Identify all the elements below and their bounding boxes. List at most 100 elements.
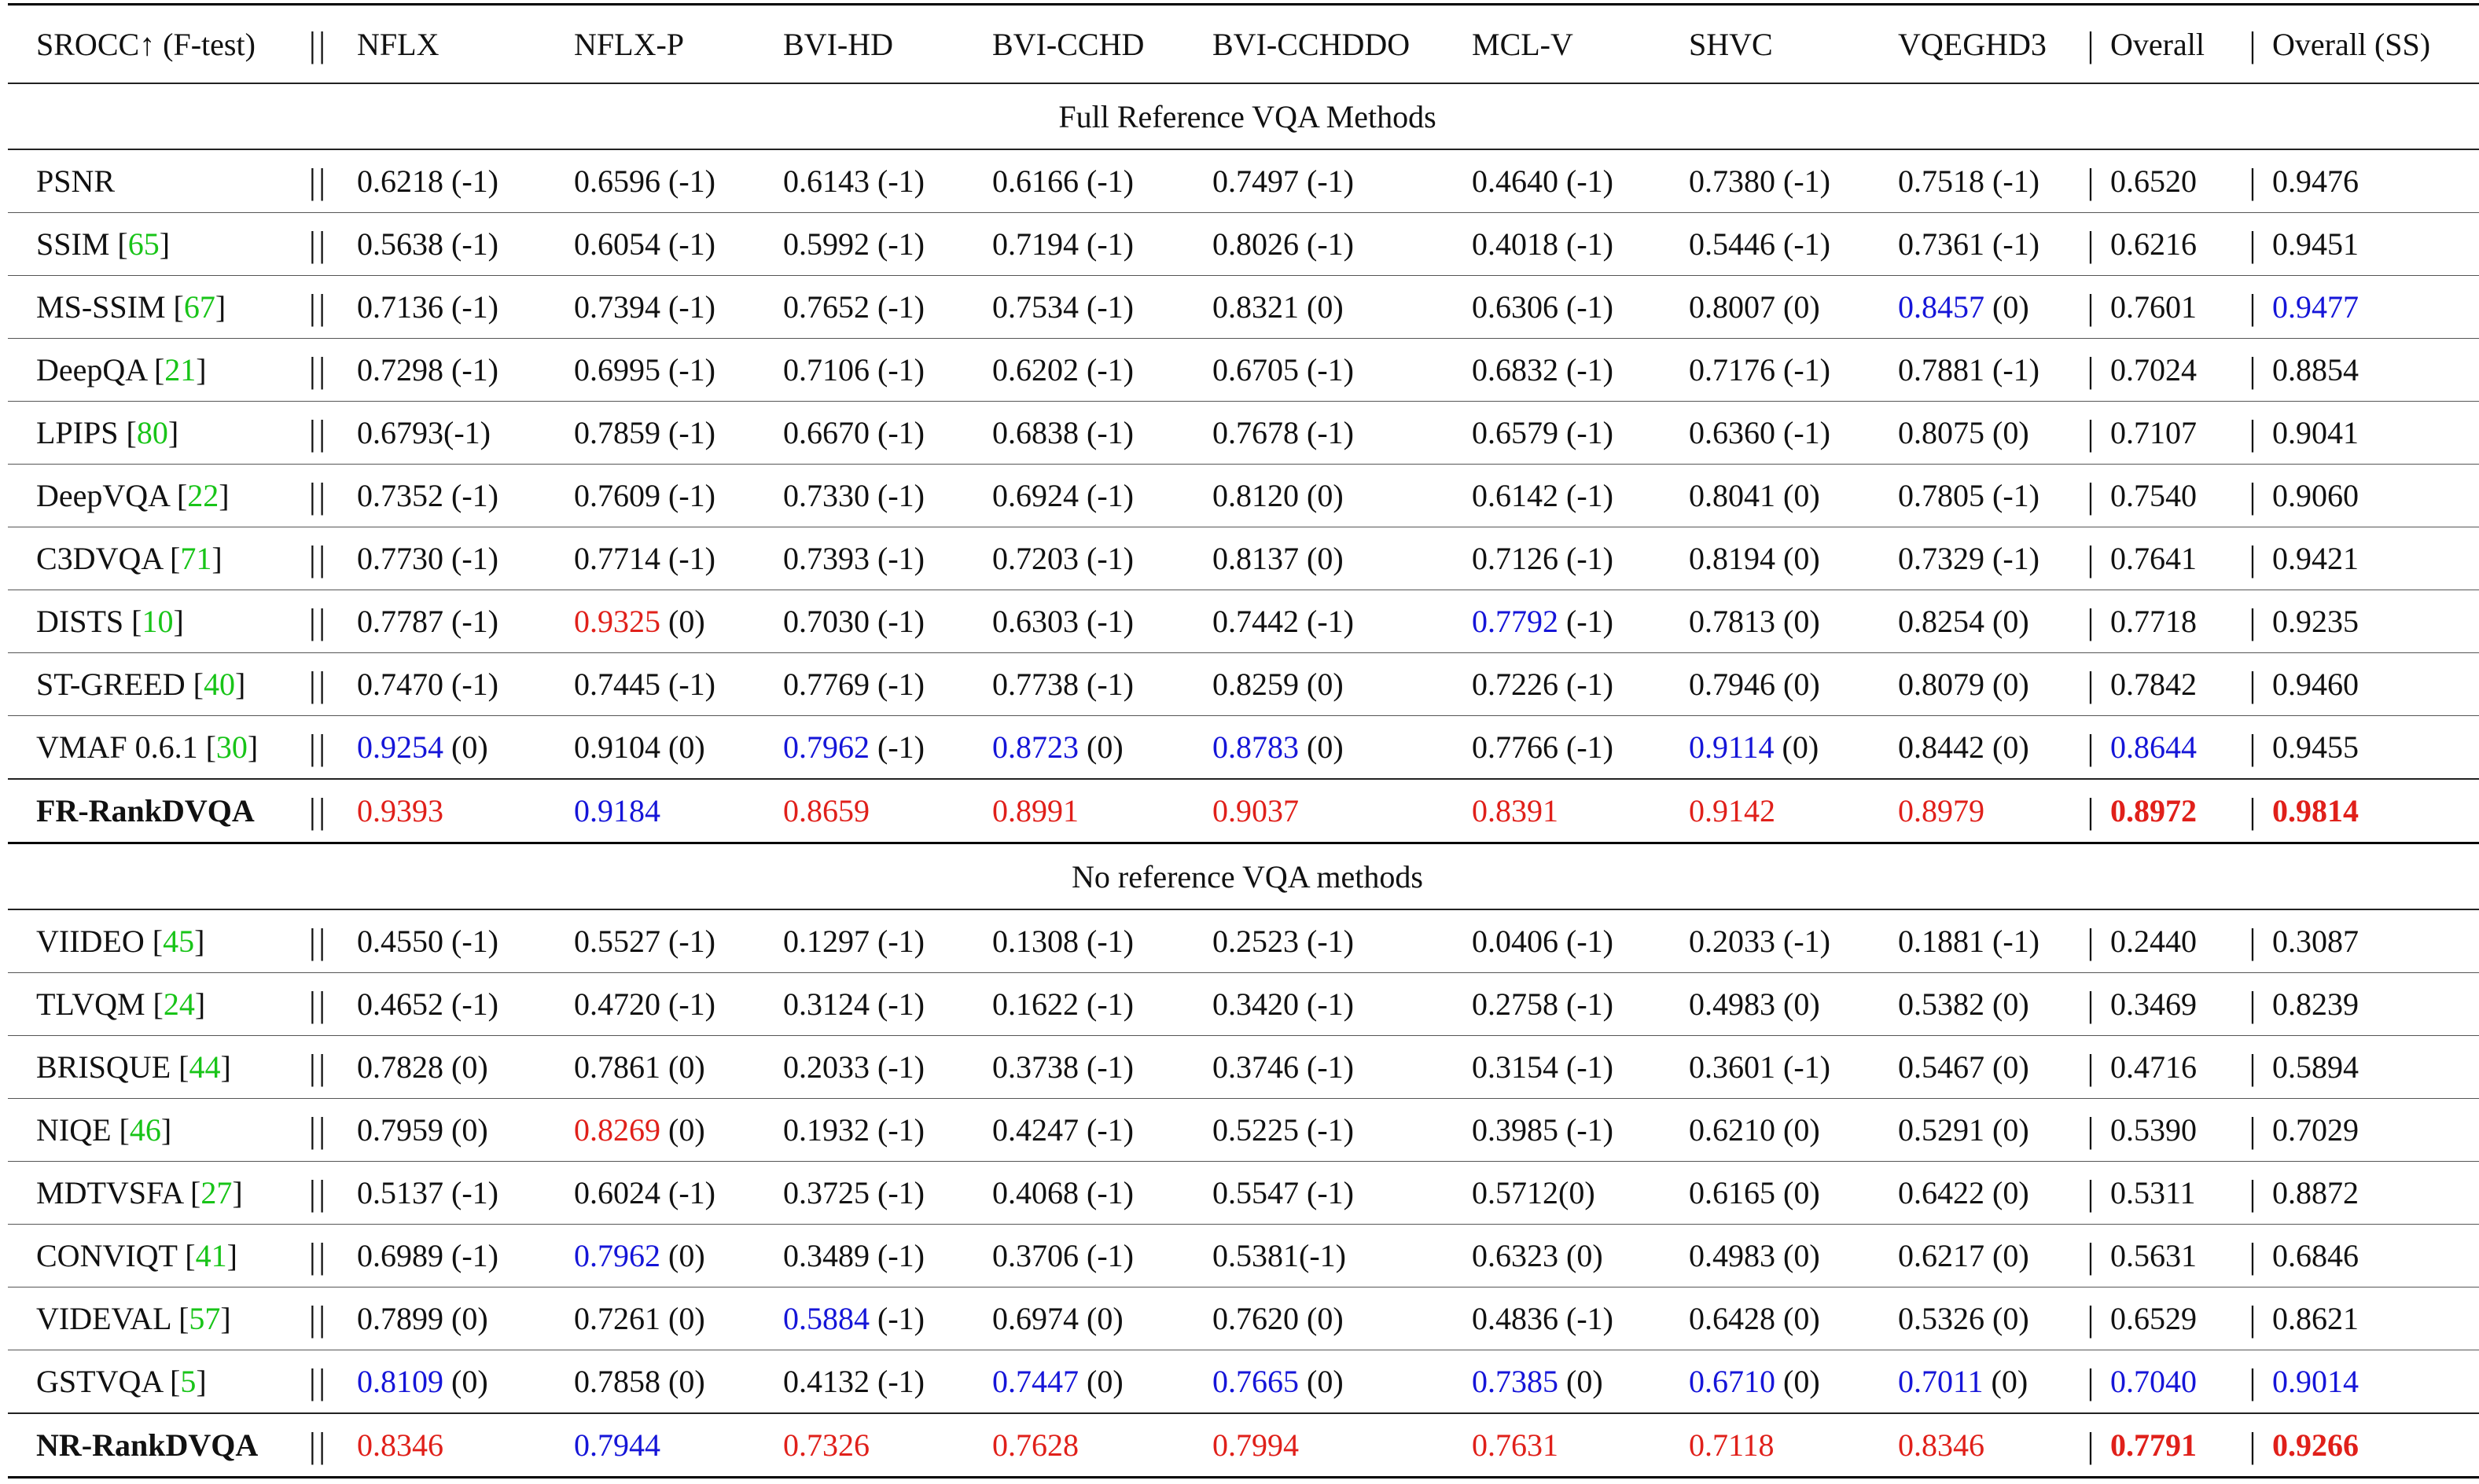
cell-value: 0.7194 [992,226,1079,262]
cell-value: 0.5638 [357,226,443,262]
cell-bvi-cchddo: 0.3746 (-1) [1186,1035,1453,1099]
cell-value: 0.7678 [1212,415,1299,450]
cell-vqeghd3: 0.8254 (0) [1871,590,2084,653]
cell-value: 0.9037 [1212,793,1299,828]
cell-value: 0.7470 [357,667,443,702]
cell-value: 0.1622 [992,986,1079,1022]
cell-nflx: 0.9393 [338,778,547,844]
cell-value: 0.8194 [1689,541,1775,576]
cell-mcl-v: 0.7792 (-1) [1453,590,1662,653]
f-test-result: (-1) [870,1112,925,1148]
cell-nflx: 0.7136 (-1) [338,275,547,339]
cell-bvi-cchd: 0.4068 (-1) [965,1161,1186,1225]
table-row: GSTVQA [5] || 0.8109 (0) 0.7858 (0) 0.4132 (… [8,1350,2479,1413]
cell-value: 0.7962 [574,1238,660,1273]
cell-value: 0.9235 [2272,604,2359,639]
cell-value: 0.6306 [1472,289,1558,325]
cell-mcl-v: 0.0406 (-1) [1453,909,1662,973]
single-bar: | [2245,1412,2260,1478]
cell-value: 0.6166 [992,163,1079,199]
cell-value: 0.5527 [574,924,660,959]
cell-value: 0.5390 [2110,1112,2197,1148]
cell-value: 0.9455 [2272,729,2359,765]
cell-value: 0.6579 [1472,415,1558,450]
cell-value: 0.7631 [1472,1427,1558,1463]
f-test-result: (0) [1984,1112,2029,1148]
cell-value: 0.7769 [783,667,870,702]
single-bar: | [2084,275,2098,339]
single-bar: | [2084,1224,2098,1287]
cell-value: 0.5992 [783,226,870,262]
cell-shvc: 0.9142 [1662,778,1871,844]
f-test-result: (0) [1299,729,1344,765]
cell-value: 0.8723 [992,729,1079,765]
cell-shvc: 0.7813 (0) [1662,590,1871,653]
header-mcl-v: MCL-V [1453,3,1662,83]
cell-value: 0.6596 [574,163,660,199]
cell-value: 0.8979 [1898,793,1984,828]
f-test-result: (-1) [660,541,715,576]
f-test-result: (0) [1775,289,1820,325]
single-bar: | [2084,527,2098,590]
table-row: FR-RankDVQA || 0.9393 0.9184 0.8659 0.8991 0.9… [8,778,2479,844]
cell-value: 0.9041 [2272,415,2359,450]
f-test-result: (0) [1984,289,2029,325]
f-test-result: (-1) [870,226,925,262]
single-bar: | [2245,1224,2260,1287]
cell-bvi-cchddo: 0.6705 (-1) [1186,338,1453,402]
single-bar: | [2084,909,2098,973]
cell-value: 0.7859 [574,415,660,450]
f-test-result: (-1) [660,667,715,702]
cell-vqeghd3: 0.1881 (-1) [1871,909,2084,973]
cell-value: 0.9184 [574,793,660,828]
cell-value: 0.7040 [2110,1364,2197,1399]
cell-value: 0.7766 [1472,729,1558,765]
cell-value: 0.9814 [2272,793,2359,828]
cell-value: 0.7393 [783,541,870,576]
cell-bvi-cchd: 0.1308 (-1) [965,909,1186,973]
f-test-result: (-1) [1775,226,1830,262]
cell-nflx: 0.4652 (-1) [338,972,547,1036]
cell-bvi-cchd: 0.6974 (0) [965,1287,1186,1350]
citation-ref: 67 [183,289,215,325]
double-bar: || [299,401,338,465]
cell-overall-ss: 0.9477 [2260,275,2479,339]
table-row: C3DVQA [71] || 0.7730 (-1) 0.7714 (-1) 0.739… [8,527,2479,590]
cell-value: 0.9104 [574,729,660,765]
cell-vqeghd3: 0.7881 (-1) [1871,338,2084,402]
cell-value: 0.6210 [1689,1112,1775,1148]
cell-value: 0.7394 [574,289,660,325]
cell-value: 0.8109 [357,1364,443,1399]
f-test-result: (-1) [870,478,925,513]
method-name: DeepQA [21] [8,338,299,402]
f-test-result: (-1) [1079,1112,1134,1148]
method-label: LPIPS [36,415,127,450]
f-test-result: (-1) [1984,924,2039,959]
cell-value: 0.8137 [1212,541,1299,576]
cell-value: 0.3706 [992,1238,1079,1273]
cell-value: 0.9421 [2272,541,2359,576]
f-test-result: (-1) [1558,289,1613,325]
cell-bvi-cchddo: 0.9037 [1186,778,1453,844]
cell-value: 0.3124 [783,986,870,1022]
cell-mcl-v: 0.6323 (0) [1453,1224,1662,1287]
single-bar: | [2245,590,2260,653]
cell-value: 0.5631 [2110,1238,2197,1273]
cell-value: 0.5712 [1472,1175,1558,1210]
citation-ref: 71 [180,541,212,576]
cell-nflx-p: 0.7609 (-1) [547,464,756,527]
method-label: FR-RankDVQA [36,793,255,828]
f-test-result: (0) [1558,1364,1603,1399]
citation-ref: 46 [129,1112,161,1148]
cell-overall-ss: 0.5894 [2260,1035,2479,1099]
cell-bvi-cchd: 0.6303 (-1) [965,590,1186,653]
cell-mcl-v: 0.4836 (-1) [1453,1287,1662,1350]
f-test-result: (0) [1984,1301,2029,1336]
f-test-result: (-1) [870,415,925,450]
cell-overall-ss: 0.6846 [2260,1224,2479,1287]
cell-overall: 0.5390 [2098,1098,2245,1162]
cell-value: 0.7106 [783,352,870,388]
f-test-result: (-1) [1558,352,1613,388]
double-bar: || [299,972,338,1036]
cell-nflx-p: 0.4720 (-1) [547,972,756,1036]
